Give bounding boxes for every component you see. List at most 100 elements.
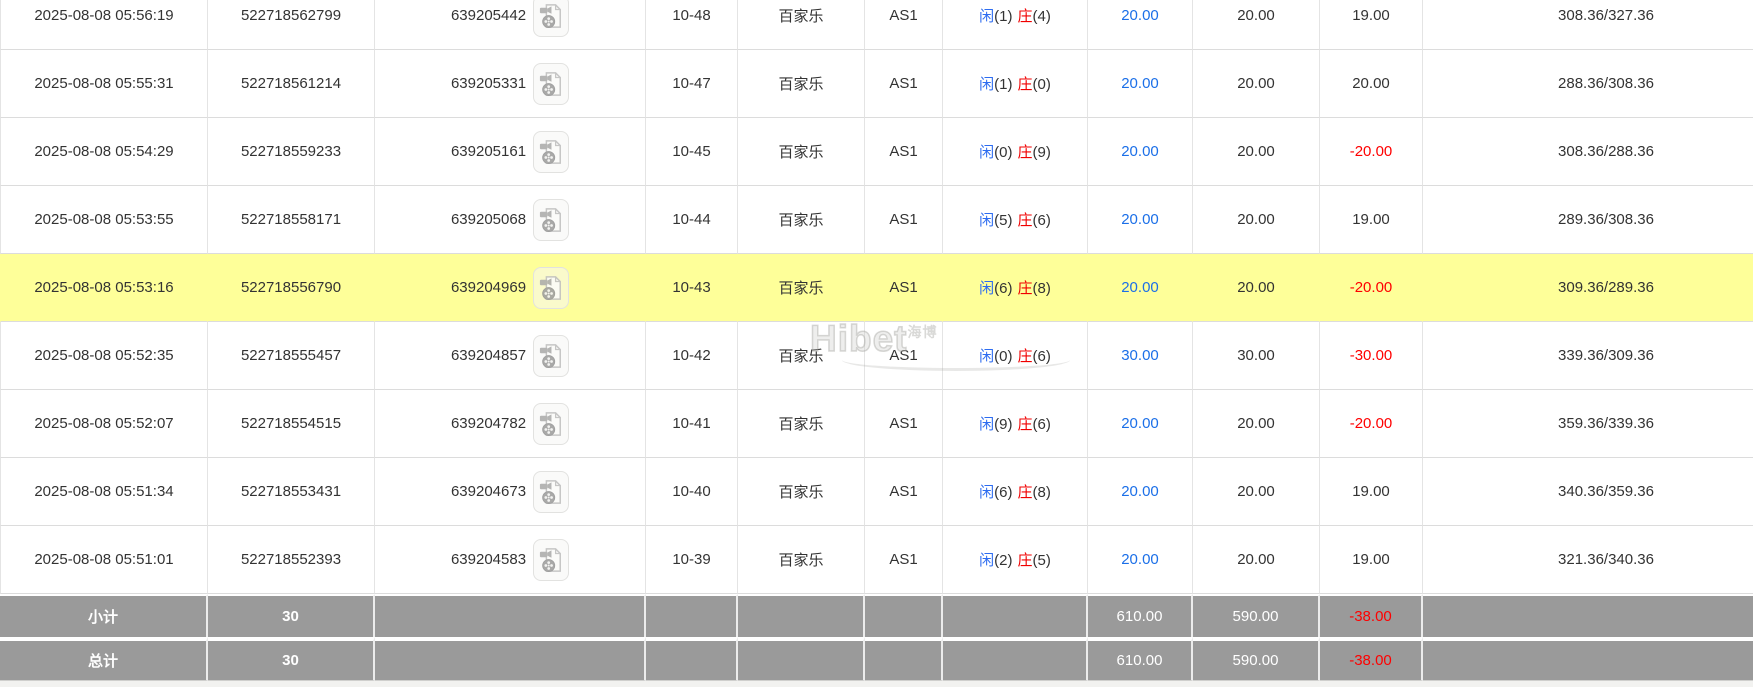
cell-table-name: AS1 xyxy=(865,118,943,186)
total-win-loss: -38.00 xyxy=(1320,637,1423,681)
cell-round-no: 10-48 xyxy=(646,0,738,50)
cell-win-loss: -20.00 xyxy=(1320,390,1423,458)
result-banker-label: 庄 xyxy=(1017,484,1033,501)
result-banker-label: 庄 xyxy=(1017,144,1033,161)
result-player-count: (6) xyxy=(994,280,1013,297)
cell-valid-amount: 20.00 xyxy=(1193,458,1320,526)
footer-empty-cell xyxy=(375,594,646,637)
cell-balance: 339.36/309.36 xyxy=(1423,322,1753,390)
cell-time: 2025-08-08 05:56:19 xyxy=(0,0,208,50)
cell-win-loss: 19.00 xyxy=(1320,526,1423,594)
video-replay-button[interactable] xyxy=(533,538,570,581)
result-banker-label: 庄 xyxy=(1017,552,1033,569)
cell-time: 2025-08-08 05:52:35 xyxy=(0,322,208,390)
round-id-text: 639205331 xyxy=(450,75,527,92)
footer-empty-cell xyxy=(375,637,646,681)
result-player-label: 闲 xyxy=(979,552,995,569)
result-player-label: 闲 xyxy=(979,212,995,229)
table-row[interactable]: 2025-08-08 05:53:16 522718556790 6392049… xyxy=(0,254,1753,322)
cell-table-name: AS1 xyxy=(865,458,943,526)
total-valid-amount: 590.00 xyxy=(1193,637,1320,681)
footer-empty-cell xyxy=(1423,594,1753,637)
cell-result: 闲(0) 庄(6) xyxy=(943,322,1088,390)
table-row[interactable]: 2025-08-08 05:56:19 522718562799 6392054… xyxy=(0,0,1753,50)
result-player-count: (6) xyxy=(994,484,1013,501)
result-player-label: 闲 xyxy=(979,416,995,433)
video-replay-button[interactable] xyxy=(533,402,570,445)
cell-table-name: AS1 xyxy=(865,50,943,118)
cell-balance: 359.36/339.36 xyxy=(1423,390,1753,458)
cell-game-type: 百家乐 xyxy=(738,322,865,390)
cell-valid-amount: 20.00 xyxy=(1193,0,1320,50)
cell-time: 2025-08-08 05:54:29 xyxy=(0,118,208,186)
cell-round-id: 639205068 xyxy=(375,186,646,254)
subtotal-valid-amount: 590.00 xyxy=(1193,594,1320,637)
cell-result: 闲(9) 庄(6) xyxy=(943,390,1088,458)
round-id-text: 639204969 xyxy=(450,279,527,296)
cell-time: 2025-08-08 05:53:55 xyxy=(0,186,208,254)
result-banker-count: (9) xyxy=(1032,144,1051,161)
video-replay-button[interactable] xyxy=(533,334,570,377)
table-row[interactable]: 2025-08-08 05:55:31 522718561214 6392053… xyxy=(0,50,1753,118)
footer-empty-cell xyxy=(943,637,1088,681)
video-replay-button[interactable] xyxy=(533,0,570,37)
table-row[interactable]: 2025-08-08 05:52:07 522718554515 6392047… xyxy=(0,390,1753,458)
cell-balance: 288.36/308.36 xyxy=(1423,50,1753,118)
round-id-text: 639204583 xyxy=(450,551,527,568)
cell-balance: 309.36/289.36 xyxy=(1423,254,1753,322)
cell-round-no: 10-43 xyxy=(646,254,738,322)
cell-result: 闲(6) 庄(8) xyxy=(943,458,1088,526)
video-replay-button[interactable] xyxy=(533,62,570,105)
result-banker-count: (5) xyxy=(1032,552,1051,569)
footer-empty-cell xyxy=(865,594,943,637)
subtotal-row: 小计 30 610.00 590.00 -38.00 xyxy=(0,594,1753,637)
video-replay-button[interactable] xyxy=(533,266,570,309)
video-replay-icon xyxy=(539,139,563,165)
round-id-text: 639205068 xyxy=(450,211,527,228)
video-replay-button[interactable] xyxy=(533,198,570,241)
cell-round-no: 10-39 xyxy=(646,526,738,594)
cell-bet-amount: 20.00 xyxy=(1088,50,1193,118)
result-banker-count: (6) xyxy=(1032,212,1051,229)
cell-time: 2025-08-08 05:51:01 xyxy=(0,526,208,594)
cell-bet-id: 522718562799 xyxy=(208,0,375,50)
table-row[interactable]: 2025-08-08 05:52:35 522718555457 6392048… xyxy=(0,322,1753,390)
cell-time: 2025-08-08 05:51:34 xyxy=(0,458,208,526)
round-id-text: 639204673 xyxy=(450,483,527,500)
cell-bet-id: 522718552393 xyxy=(208,526,375,594)
cell-valid-amount: 20.00 xyxy=(1193,118,1320,186)
cell-round-id: 639204969 xyxy=(375,254,646,322)
video-replay-icon xyxy=(539,343,563,369)
result-player-label: 闲 xyxy=(979,280,995,297)
cell-bet-amount: 20.00 xyxy=(1088,526,1193,594)
round-id-text: 639205442 xyxy=(450,7,527,24)
footer-empty-cell xyxy=(1423,637,1753,681)
table-row[interactable]: 2025-08-08 05:51:34 522718553431 6392046… xyxy=(0,458,1753,526)
subtotal-count: 30 xyxy=(208,594,375,637)
video-replay-button[interactable] xyxy=(533,470,570,513)
cell-balance: 340.36/359.36 xyxy=(1423,458,1753,526)
table-row[interactable]: 2025-08-08 05:51:01 522718552393 6392045… xyxy=(0,526,1753,594)
subtotal-label: 小计 xyxy=(0,594,208,637)
cell-game-type: 百家乐 xyxy=(738,118,865,186)
total-label: 总计 xyxy=(0,637,208,681)
cell-result: 闲(2) 庄(5) xyxy=(943,526,1088,594)
cell-game-type: 百家乐 xyxy=(738,390,865,458)
table-row[interactable]: 2025-08-08 05:54:29 522718559233 6392051… xyxy=(0,118,1753,186)
cell-game-type: 百家乐 xyxy=(738,526,865,594)
cell-bet-id: 522718553431 xyxy=(208,458,375,526)
video-replay-icon xyxy=(539,275,563,301)
cell-table-name: AS1 xyxy=(865,254,943,322)
footer-empty-cell xyxy=(646,594,738,637)
cell-table-name: AS1 xyxy=(865,390,943,458)
video-replay-button[interactable] xyxy=(533,130,570,173)
cell-result: 闲(0) 庄(9) xyxy=(943,118,1088,186)
result-banker-label: 庄 xyxy=(1017,212,1033,229)
result-banker-count: (0) xyxy=(1032,76,1051,93)
table-row[interactable]: 2025-08-08 05:53:55 522718558171 6392050… xyxy=(0,186,1753,254)
cell-bet-amount: 30.00 xyxy=(1088,322,1193,390)
result-player-label: 闲 xyxy=(979,76,995,93)
cell-round-no: 10-44 xyxy=(646,186,738,254)
cell-bet-amount: 20.00 xyxy=(1088,390,1193,458)
